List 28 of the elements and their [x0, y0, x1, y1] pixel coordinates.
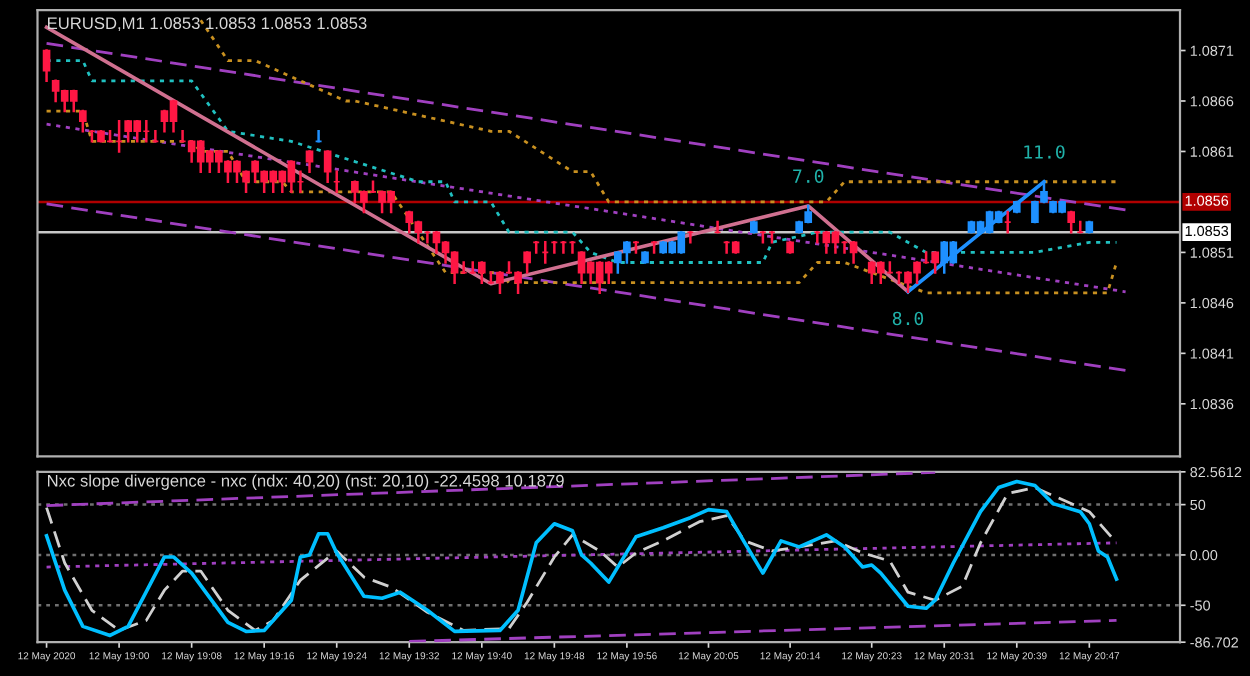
- candlestick: [69, 89, 78, 113]
- annotation: 7.0: [793, 169, 824, 184]
- annotation: 11.0: [1024, 145, 1065, 159]
- candlestick: [940, 241, 949, 274]
- candlestick: [514, 271, 522, 295]
- candlestick: [1067, 210, 1076, 234]
- candlestick: [79, 109, 87, 133]
- candlestick: [985, 210, 994, 234]
- candlestick: [604, 261, 613, 284]
- chart-title: Nxc slope divergence - nxc (ndx: 40,20) (nst: 20,10) -22.4598 10.1879: [48, 474, 564, 490]
- annotation: 8.0: [892, 311, 924, 326]
- candlestick: [124, 119, 133, 143]
- candlestick: [477, 261, 486, 284]
- candlestick: [169, 99, 178, 133]
- candlestick: [323, 150, 332, 183]
- line-series: [199, 18, 1118, 204]
- candlestick: [42, 49, 51, 83]
- candlestick: [931, 251, 940, 274]
- candlestick: [432, 230, 441, 254]
- candlestick: [831, 230, 840, 254]
- candlestick: [405, 210, 414, 234]
- candlestick: [822, 230, 831, 254]
- candlestick: [876, 261, 885, 284]
- candlestick: [577, 251, 586, 284]
- candlestick: [523, 251, 531, 274]
- candlestick: [496, 271, 504, 295]
- candlestick: [849, 241, 858, 264]
- chart-title: EURUSD,M1 1.0853 1.0853 1.0853 1.0853: [48, 17, 367, 32]
